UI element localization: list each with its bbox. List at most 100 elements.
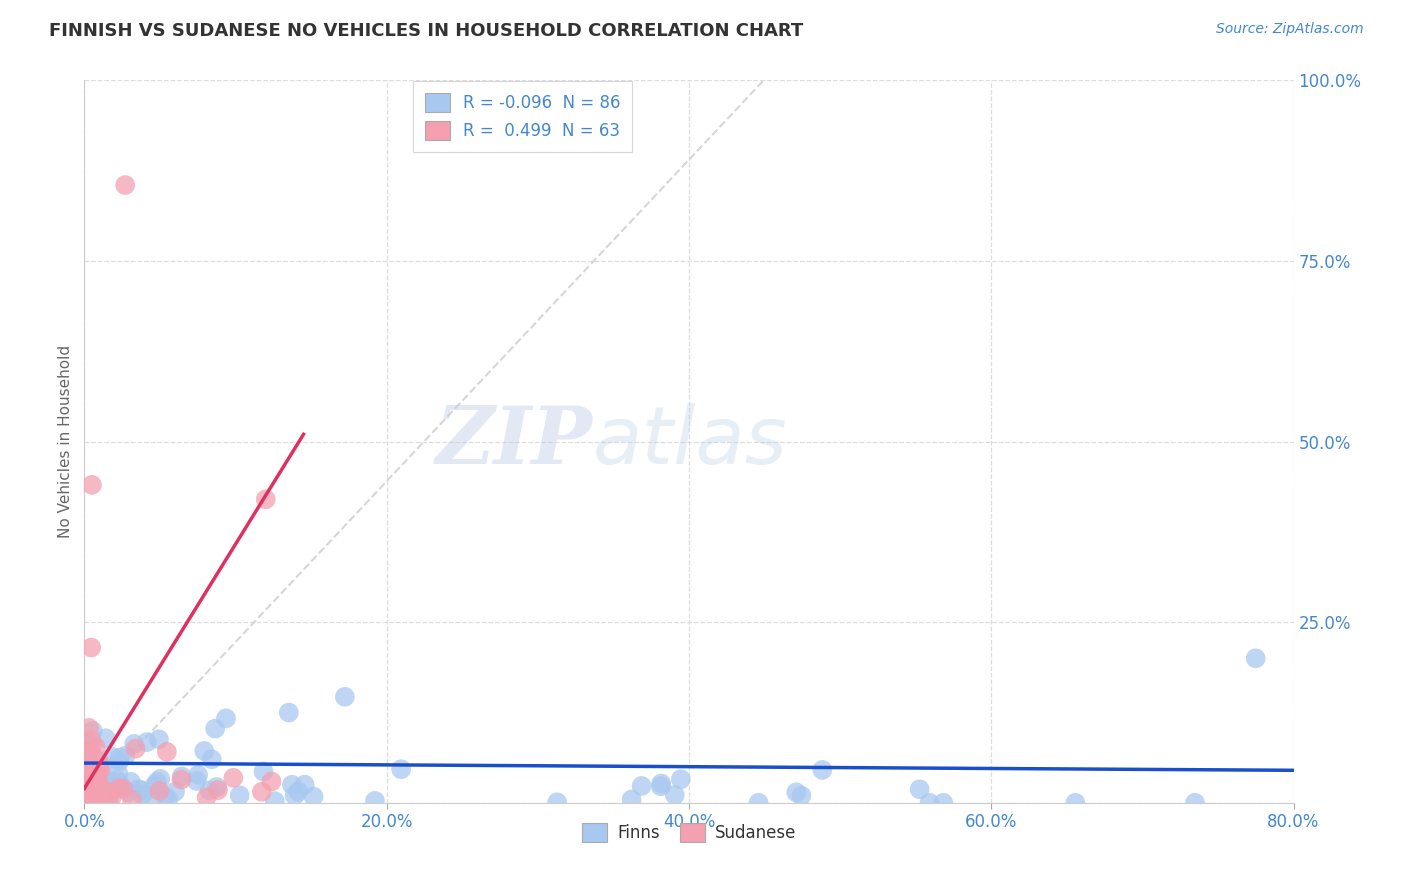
Point bbox=[80, 733, 103, 747]
Point bbox=[108, 755, 131, 769]
Point bbox=[100, 791, 122, 805]
Point bbox=[260, 774, 283, 789]
Legend: Finns, Sudanese: Finns, Sudanese bbox=[575, 816, 803, 848]
Point bbox=[82, 789, 104, 803]
Point bbox=[294, 778, 316, 792]
Point bbox=[155, 789, 177, 804]
Point bbox=[80, 788, 103, 802]
Point bbox=[87, 781, 110, 796]
Point bbox=[80, 790, 103, 805]
Point bbox=[86, 784, 108, 798]
Point bbox=[79, 742, 101, 756]
Point bbox=[122, 737, 145, 751]
Point bbox=[207, 783, 229, 797]
Point bbox=[364, 794, 387, 808]
Point bbox=[80, 762, 103, 776]
Point bbox=[141, 792, 163, 806]
Point bbox=[108, 779, 131, 793]
Point bbox=[277, 706, 299, 720]
Point bbox=[389, 762, 412, 776]
Point bbox=[100, 749, 122, 764]
Point bbox=[87, 775, 110, 789]
Point bbox=[79, 771, 101, 785]
Point bbox=[82, 788, 104, 802]
Point bbox=[107, 766, 129, 780]
Point bbox=[811, 763, 834, 777]
Text: ZIP: ZIP bbox=[436, 403, 592, 480]
Point bbox=[281, 778, 304, 792]
Y-axis label: No Vehicles in Household: No Vehicles in Household bbox=[58, 345, 73, 538]
Point bbox=[108, 781, 131, 796]
Point bbox=[82, 764, 104, 779]
Point bbox=[650, 780, 672, 794]
Point bbox=[77, 721, 100, 735]
Point bbox=[287, 784, 309, 798]
Point bbox=[748, 796, 770, 810]
Point bbox=[120, 774, 142, 789]
Point bbox=[785, 785, 807, 799]
Point bbox=[283, 789, 305, 803]
Point bbox=[84, 740, 107, 755]
Point bbox=[75, 772, 97, 787]
Point bbox=[96, 782, 118, 797]
Point bbox=[124, 741, 146, 756]
Point bbox=[76, 755, 98, 769]
Point bbox=[94, 731, 117, 746]
Point bbox=[156, 745, 179, 759]
Point bbox=[215, 711, 238, 725]
Point bbox=[186, 774, 208, 789]
Point bbox=[129, 783, 152, 797]
Point bbox=[1184, 796, 1206, 810]
Point bbox=[82, 788, 104, 802]
Point bbox=[222, 771, 245, 785]
Point bbox=[630, 779, 652, 793]
Point bbox=[76, 734, 98, 748]
Point bbox=[87, 754, 110, 768]
Point bbox=[89, 793, 111, 807]
Point bbox=[84, 772, 107, 787]
Point bbox=[170, 772, 193, 787]
Point bbox=[83, 791, 105, 805]
Point bbox=[82, 723, 104, 738]
Point bbox=[250, 785, 273, 799]
Point bbox=[107, 774, 129, 789]
Point bbox=[101, 773, 124, 788]
Point bbox=[75, 767, 97, 781]
Point bbox=[84, 783, 107, 797]
Point bbox=[83, 790, 105, 805]
Point bbox=[76, 770, 98, 784]
Point bbox=[83, 767, 105, 781]
Point bbox=[546, 795, 568, 809]
Point bbox=[669, 772, 692, 787]
Point bbox=[80, 640, 103, 655]
Point bbox=[131, 788, 153, 802]
Point bbox=[90, 795, 112, 809]
Point bbox=[89, 764, 111, 778]
Point bbox=[790, 789, 813, 803]
Point bbox=[82, 772, 104, 787]
Point bbox=[76, 783, 98, 797]
Point bbox=[333, 690, 356, 704]
Point bbox=[76, 772, 98, 787]
Point bbox=[77, 764, 100, 778]
Point bbox=[75, 781, 97, 796]
Point bbox=[193, 744, 215, 758]
Point bbox=[664, 788, 686, 802]
Point bbox=[79, 758, 101, 772]
Point bbox=[89, 762, 111, 776]
Point bbox=[79, 789, 101, 804]
Point bbox=[90, 789, 112, 804]
Point bbox=[650, 776, 672, 790]
Point bbox=[86, 785, 108, 799]
Point bbox=[148, 784, 170, 798]
Point bbox=[82, 783, 104, 797]
Point bbox=[98, 783, 121, 797]
Point bbox=[77, 770, 100, 784]
Point bbox=[263, 794, 285, 808]
Point bbox=[117, 785, 139, 799]
Point bbox=[89, 781, 111, 796]
Point bbox=[195, 790, 218, 805]
Point bbox=[96, 791, 118, 805]
Point bbox=[79, 756, 101, 770]
Point bbox=[91, 758, 114, 772]
